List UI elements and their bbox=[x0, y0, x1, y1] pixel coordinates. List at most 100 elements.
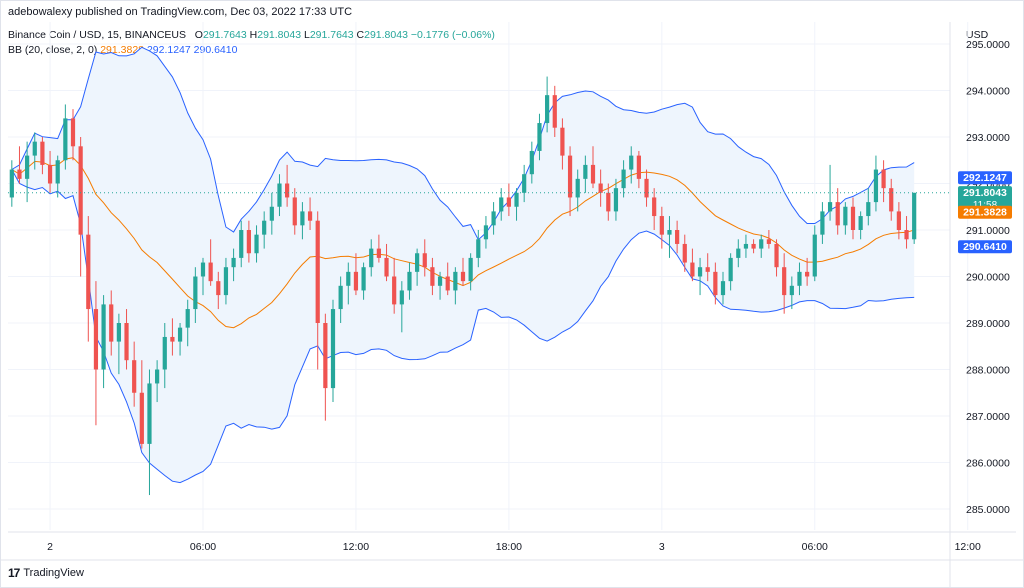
candle-body[interactable] bbox=[728, 257, 733, 282]
candle-body[interactable] bbox=[743, 243, 749, 249]
candle-body[interactable] bbox=[460, 271, 466, 282]
candle-body[interactable] bbox=[759, 239, 764, 249]
candle-body[interactable] bbox=[835, 202, 840, 226]
candle-body[interactable] bbox=[843, 206, 848, 226]
candle-body[interactable] bbox=[827, 202, 833, 212]
candle-body[interactable] bbox=[545, 95, 550, 124]
candle-body[interactable] bbox=[820, 211, 825, 235]
candle-body[interactable] bbox=[399, 290, 404, 305]
indicator-name[interactable]: BB (20, close, 2, 0) bbox=[8, 44, 98, 56]
candle-body[interactable] bbox=[346, 271, 351, 286]
candle-body[interactable] bbox=[292, 197, 297, 226]
candle-body[interactable] bbox=[476, 239, 481, 258]
candle-body[interactable] bbox=[736, 248, 741, 258]
candle-body[interactable] bbox=[78, 146, 83, 235]
candle-body[interactable] bbox=[369, 248, 374, 268]
candle-body[interactable] bbox=[529, 150, 534, 175]
candle-body[interactable] bbox=[590, 164, 596, 184]
candle-body[interactable] bbox=[644, 178, 649, 198]
candle-body[interactable] bbox=[124, 323, 129, 361]
candle-body[interactable] bbox=[751, 243, 756, 249]
candle-body[interactable] bbox=[782, 267, 787, 296]
candle-body[interactable] bbox=[223, 267, 229, 296]
tradingview-brand[interactable]: 17 TradingView bbox=[8, 566, 84, 580]
candle-body[interactable] bbox=[155, 369, 160, 384]
candle-body[interactable] bbox=[499, 197, 504, 212]
candle-body[interactable] bbox=[522, 174, 527, 193]
candle-body[interactable] bbox=[384, 257, 389, 277]
candle-body[interactable] bbox=[430, 267, 435, 286]
candle-body[interactable] bbox=[93, 309, 99, 370]
candle-body[interactable] bbox=[70, 118, 76, 147]
candle-body[interactable] bbox=[598, 183, 603, 193]
candle-body[interactable] bbox=[269, 206, 274, 221]
candle-body[interactable] bbox=[55, 160, 60, 184]
candle-body[interactable] bbox=[262, 220, 267, 235]
candle-body[interactable] bbox=[208, 262, 213, 282]
candle-body[interactable] bbox=[904, 230, 909, 240]
candle-body[interactable] bbox=[116, 323, 121, 342]
candle-body[interactable] bbox=[300, 211, 305, 226]
candle-body[interactable] bbox=[109, 304, 114, 342]
candle-body[interactable] bbox=[216, 281, 221, 296]
candle-body[interactable] bbox=[193, 276, 198, 310]
candle-body[interactable] bbox=[101, 304, 106, 370]
symbol-name[interactable]: Binance Coin / USD, 15, BINANCEUS bbox=[8, 29, 186, 41]
candle-body[interactable] bbox=[285, 183, 290, 198]
candle-body[interactable] bbox=[675, 230, 680, 244]
candle-body[interactable] bbox=[9, 169, 14, 198]
candle-body[interactable] bbox=[323, 323, 328, 389]
candle-body[interactable] bbox=[32, 141, 37, 156]
candle-body[interactable] bbox=[307, 211, 313, 221]
candle-body[interactable] bbox=[583, 164, 588, 179]
candle-body[interactable] bbox=[185, 309, 190, 328]
candle-body[interactable] bbox=[162, 336, 167, 370]
candle-body[interactable] bbox=[690, 262, 695, 277]
candle-body[interactable] bbox=[774, 243, 779, 268]
candle-body[interactable] bbox=[47, 164, 53, 184]
candle-body[interactable] bbox=[697, 267, 703, 277]
candle-body[interactable] bbox=[552, 95, 557, 128]
candle-body[interactable] bbox=[25, 155, 30, 179]
candle-body[interactable] bbox=[850, 206, 856, 230]
candle-body[interactable] bbox=[392, 276, 397, 305]
candle-body[interactable] bbox=[139, 392, 144, 444]
candle-body[interactable] bbox=[789, 285, 794, 296]
candle-body[interactable] bbox=[682, 243, 687, 263]
candle-body[interactable] bbox=[613, 188, 619, 212]
candle-body[interactable] bbox=[575, 178, 580, 198]
candle-body[interactable] bbox=[453, 271, 458, 291]
candle-body[interactable] bbox=[491, 211, 496, 226]
candle-body[interactable] bbox=[132, 360, 137, 393]
candle-body[interactable] bbox=[621, 169, 626, 189]
candle-body[interactable] bbox=[147, 383, 152, 444]
candle-body[interactable] bbox=[422, 253, 427, 268]
candle-body[interactable] bbox=[560, 127, 565, 156]
candle-body[interactable] bbox=[353, 271, 359, 291]
candle-body[interactable] bbox=[277, 183, 282, 207]
candle-body[interactable] bbox=[468, 257, 473, 282]
candle-body[interactable] bbox=[246, 230, 251, 254]
candle-body[interactable] bbox=[40, 141, 45, 165]
candle-body[interactable] bbox=[797, 271, 802, 286]
candle-body[interactable] bbox=[705, 267, 710, 272]
candle-body[interactable] bbox=[713, 271, 718, 296]
candle-body[interactable] bbox=[896, 211, 901, 230]
candle-body[interactable] bbox=[330, 309, 336, 389]
candle-body[interactable] bbox=[177, 327, 183, 342]
candle-body[interactable] bbox=[881, 169, 886, 189]
candle-body[interactable] bbox=[170, 336, 175, 342]
candle-body[interactable] bbox=[866, 202, 871, 217]
candle-body[interactable] bbox=[659, 216, 664, 235]
candle-body[interactable] bbox=[445, 276, 450, 291]
candle-body[interactable] bbox=[483, 225, 489, 240]
candle-body[interactable] bbox=[437, 276, 443, 286]
candle-body[interactable] bbox=[254, 234, 259, 254]
candle-body[interactable] bbox=[889, 188, 894, 212]
candle-body[interactable] bbox=[514, 192, 519, 207]
candle-body[interactable] bbox=[629, 155, 634, 170]
candle-body[interactable] bbox=[63, 118, 68, 161]
candle-body[interactable] bbox=[200, 262, 206, 277]
candle-body[interactable] bbox=[315, 220, 320, 323]
